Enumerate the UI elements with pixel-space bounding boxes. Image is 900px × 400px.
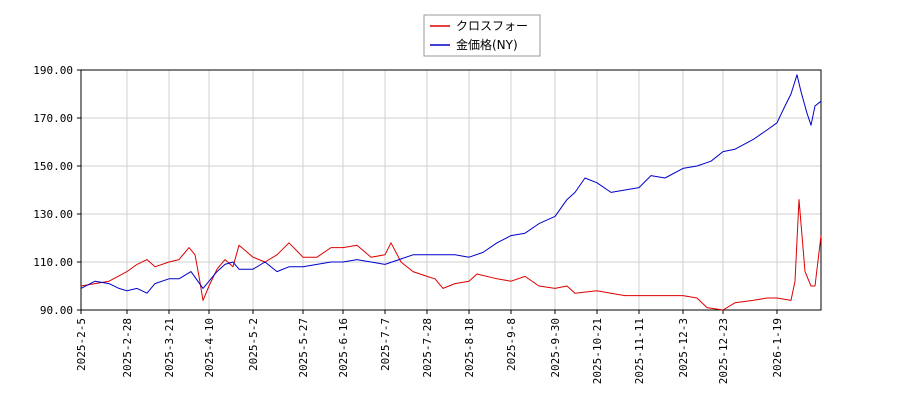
x-tick-label: 2025-7-7 — [379, 318, 392, 371]
legend: クロスフォー 金価格(NY) — [423, 14, 541, 57]
legend-box — [423, 14, 541, 57]
x-tick-label: 2025-8-18 — [463, 318, 476, 378]
x-tick-label: 2025-3-21 — [163, 318, 176, 378]
y-tick-label: 190.00 — [33, 64, 73, 77]
x-tick-label: 2025-10-21 — [591, 318, 604, 384]
legend-label-series-0: クロスフォー — [456, 19, 528, 33]
x-tick-label: 2025-5-27 — [297, 318, 310, 378]
y-tick-label: 110.00 — [33, 256, 73, 269]
y-axis: 90.00 110.00 130.00 150.00 170.00 190.00 — [33, 64, 81, 317]
x-tick-label: 2025-6-16 — [337, 318, 350, 378]
series-line-1 — [80, 74, 822, 294]
x-tick-label: 2025-12-23 — [717, 318, 730, 384]
series-line-0 — [80, 199, 822, 311]
y-tick-label: 170.00 — [33, 112, 73, 125]
x-tick-label: 2025-9-8 — [505, 318, 518, 371]
x-tick-label: 2025-7-28 — [421, 318, 434, 378]
y-tick-label: 90.00 — [40, 304, 73, 317]
y-tick-label: 150.00 — [33, 160, 73, 173]
x-tick-label: 2025-2-5 — [75, 318, 88, 371]
grid-lines — [80, 69, 821, 311]
series-layer — [80, 74, 822, 311]
x-tick-label: 2025-9-30 — [549, 318, 562, 378]
x-tick-label: 2025-12-3 — [677, 318, 690, 378]
plot-area — [80, 69, 822, 311]
x-tick-label: 2025-2-28 — [121, 318, 134, 378]
x-axis: 2025-2-5 2025-2-28 2025-3-21 2025-4-10 2025-… — [75, 310, 784, 384]
x-tick-label: 2025-4-10 — [203, 318, 216, 378]
legend-label-series-1: 金価格(NY) — [456, 37, 518, 52]
x-tick-label: 2026-1-19 — [771, 318, 784, 378]
y-tick-label: 130.00 — [33, 208, 73, 221]
x-tick-label: 2025-5-2 — [247, 318, 260, 371]
x-tick-label: 2025-11-11 — [633, 318, 646, 384]
